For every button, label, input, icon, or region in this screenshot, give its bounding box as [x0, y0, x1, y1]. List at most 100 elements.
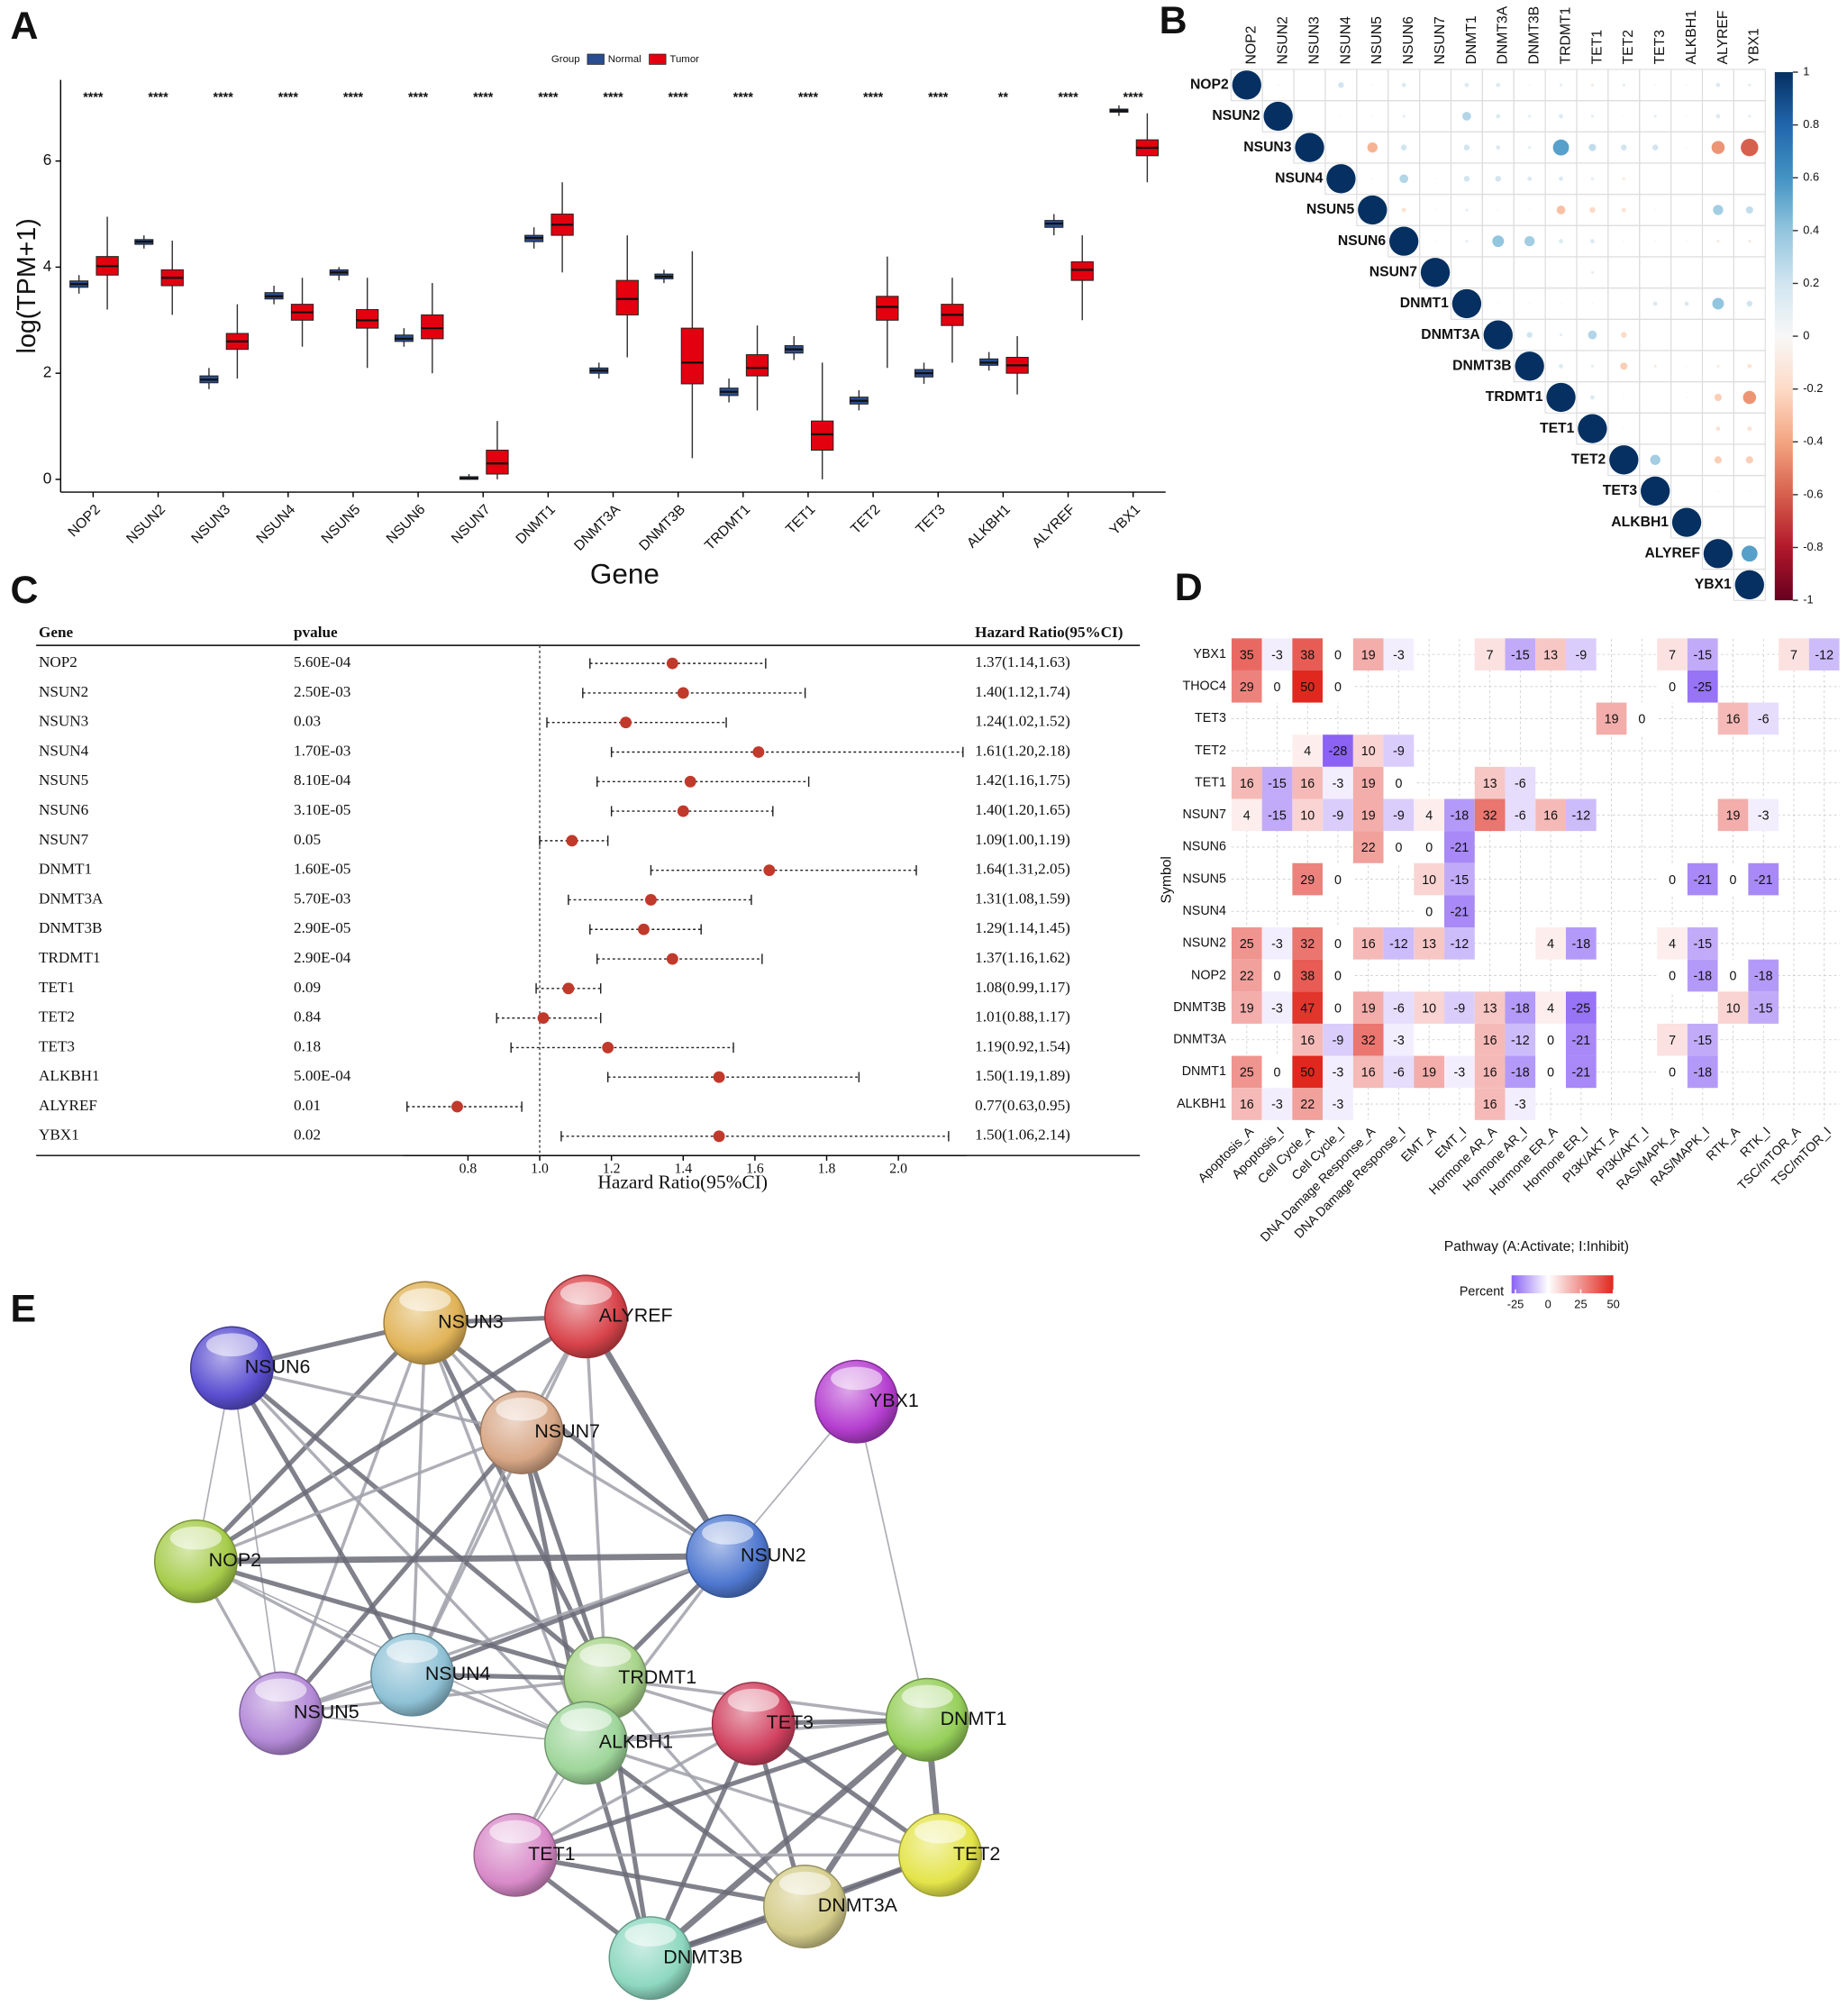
- cell-label: 16: [1726, 713, 1741, 727]
- row-label: NSUN4: [1275, 170, 1324, 186]
- cell-label: -15: [1268, 777, 1287, 791]
- hr-label: 1.61(1.20,2.18): [975, 742, 1070, 759]
- node-label: TET1: [528, 1843, 575, 1865]
- hr-label: 1.08(0.99,1.17): [975, 979, 1070, 996]
- x-tick-label: 0.8: [459, 1161, 478, 1176]
- colorbar-label: 0.6: [1803, 170, 1819, 184]
- heat-cell: [1414, 862, 1445, 896]
- hr-label: 1.50(1.06,2.14): [975, 1127, 1070, 1144]
- corr-circle: [1741, 545, 1758, 562]
- gene-label: NSUN4: [39, 742, 89, 759]
- cell-label: 13: [1483, 777, 1497, 791]
- corr-circle: [1451, 288, 1482, 319]
- cell-label: 0: [1334, 970, 1342, 984]
- corr-circle: [1496, 82, 1501, 87]
- hr-point: [677, 687, 689, 699]
- heat-cell: [1657, 1055, 1688, 1089]
- row-label: NSUN5: [1306, 202, 1355, 217]
- gene-label: DNMT1: [39, 861, 92, 878]
- column-label: NSUN2: [1276, 16, 1291, 64]
- hr-point: [752, 746, 765, 758]
- cell-label: -28: [1329, 744, 1348, 759]
- cell-label: -21: [1572, 1066, 1591, 1081]
- heat-cell: [1717, 798, 1749, 832]
- hr-label: 1.29(1.14,1.45): [975, 919, 1070, 936]
- node-label: ALKBH1: [599, 1731, 673, 1753]
- cell-label: -12: [1511, 1034, 1530, 1048]
- colorbar-label: 0.2: [1803, 276, 1819, 289]
- heat-cell: [1535, 798, 1566, 832]
- heat-cell: [1535, 1023, 1566, 1056]
- pvalue: 0.18: [294, 1037, 321, 1054]
- corr-circle: [1654, 84, 1656, 87]
- x-tick-label: 1.0: [531, 1161, 549, 1176]
- node-label: NOP2: [209, 1549, 261, 1571]
- heat-cell: [1808, 638, 1840, 670]
- heat-cell: [1657, 927, 1688, 960]
- column-label: TRDMT1: [1558, 7, 1573, 65]
- row-label: TRDMT1: [1486, 389, 1543, 405]
- heat-cell: [1474, 1023, 1506, 1056]
- corr-circle: [1713, 205, 1724, 215]
- corr-circle: [1399, 174, 1409, 184]
- cell-label: -12: [1389, 937, 1408, 952]
- corr-circle: [1589, 206, 1596, 214]
- corr-circle: [1341, 147, 1342, 148]
- corr-circle: [1621, 144, 1627, 151]
- corr-circle: [1528, 114, 1532, 118]
- colorbar-label: 0: [1803, 328, 1809, 342]
- heat-cell: [1565, 991, 1597, 1024]
- cell-label: 22: [1361, 841, 1376, 855]
- column-label: TET1: [1589, 30, 1605, 64]
- cell-label: -12: [1572, 809, 1591, 824]
- column-label: NSUN3: [1306, 16, 1322, 65]
- heat-cell: [1352, 991, 1384, 1024]
- legend-label: Tumor: [669, 54, 699, 65]
- legend-title: Percent: [1460, 1284, 1504, 1299]
- significance: ****: [798, 90, 819, 105]
- corr-circle: [1560, 271, 1561, 273]
- column-label: DNMT3A: [1496, 5, 1511, 64]
- cell-label: -18: [1693, 1066, 1712, 1081]
- panel-letter: D: [1175, 566, 1203, 609]
- node-highlight: [489, 1820, 541, 1844]
- gene-label: TET1: [39, 979, 75, 996]
- cell-label: -21: [1451, 905, 1469, 919]
- row-label: YBX1: [1193, 647, 1226, 661]
- corr-circle: [1527, 176, 1533, 181]
- node-highlight: [831, 1366, 883, 1391]
- gene-label: NSUN2: [39, 683, 88, 700]
- node-highlight: [579, 1643, 632, 1667]
- heat-cell: [1352, 766, 1384, 799]
- node-highlight: [255, 1678, 307, 1702]
- x-tick-label: TET3: [914, 502, 949, 537]
- cell-label: -6: [1393, 1001, 1405, 1016]
- node-highlight: [205, 1333, 259, 1357]
- node-highlight: [624, 1923, 677, 1947]
- heat-cell: [1352, 1023, 1384, 1056]
- hr-label: 1.19(0.92,1.54): [975, 1037, 1070, 1054]
- corr-circle: [1717, 334, 1719, 335]
- heat-cell: [1323, 638, 1353, 670]
- heat-cell: [1383, 1023, 1415, 1056]
- corr-circle: [1623, 115, 1625, 117]
- gene-label: TET3: [39, 1037, 75, 1054]
- edge: [280, 1712, 587, 1744]
- gene-label: TET2: [39, 1008, 75, 1026]
- hr-label: 1.31(1.08,1.59): [975, 889, 1070, 907]
- corr-circle: [1496, 114, 1501, 119]
- heat-cell: [1657, 862, 1688, 896]
- hr-label: 0.77(0.63,0.95): [975, 1097, 1070, 1114]
- x-tick-label: 1.8: [818, 1161, 836, 1176]
- heat-cell: [1261, 1055, 1293, 1089]
- heat-cell: [1261, 766, 1293, 799]
- cell-label: 29: [1300, 873, 1315, 888]
- corr-circle: [1717, 522, 1719, 523]
- cell-label: -21: [1693, 873, 1712, 888]
- corr-circle: [1654, 178, 1656, 179]
- corr-circle: [1559, 239, 1563, 244]
- cell-label: 0: [1425, 905, 1433, 919]
- cell-label: -6: [1515, 777, 1526, 791]
- y-tick-label: 2: [43, 363, 52, 381]
- corr-circle: [1749, 490, 1751, 492]
